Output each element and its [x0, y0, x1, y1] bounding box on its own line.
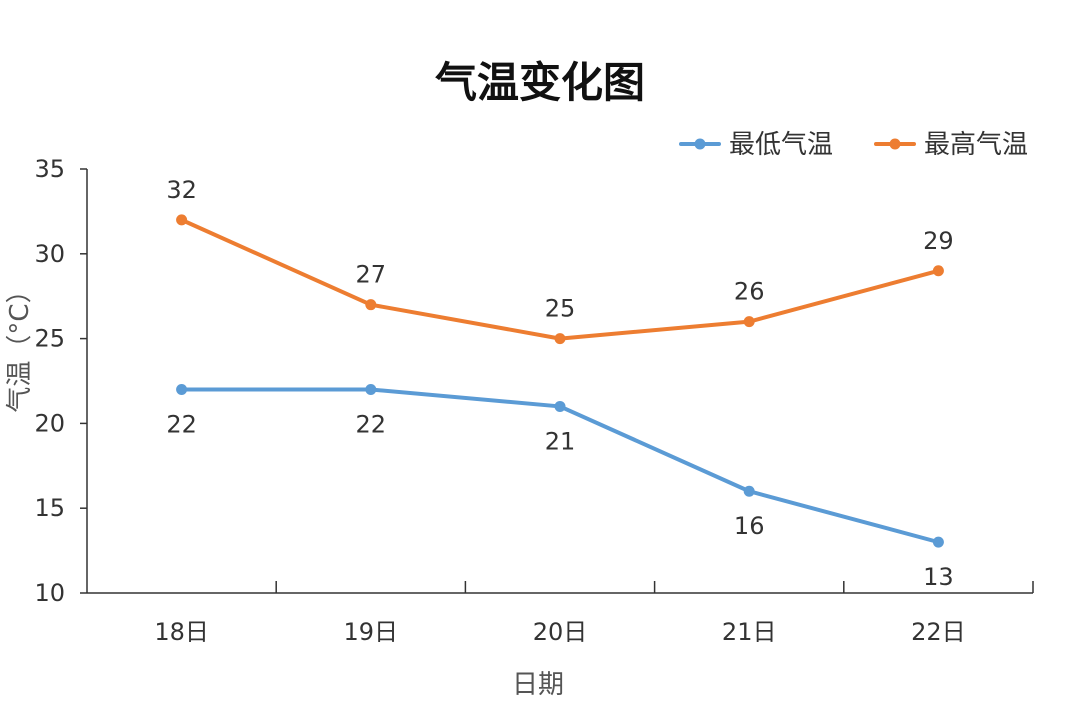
data-label: 13 [923, 563, 954, 591]
data-point [932, 265, 944, 277]
legend: 最低气温 最高气温 [679, 130, 1028, 160]
data-point [932, 536, 944, 548]
axes [86, 169, 1033, 594]
data-label: 29 [923, 227, 954, 255]
data-label: 32 [166, 176, 197, 204]
x-tick-label: 22日 [911, 618, 966, 646]
x-tick-label: 18日 [154, 618, 209, 646]
y-tick-label: 35 [34, 155, 65, 183]
data-point [176, 383, 188, 395]
data-label: 22 [166, 410, 197, 438]
x-tick-label: 21日 [722, 618, 777, 646]
legend-item: 最低气温 [679, 130, 833, 160]
data-label: 21 [545, 427, 576, 455]
data-point [743, 316, 755, 328]
x-axis-title: 日期 [512, 670, 564, 700]
data-point [554, 333, 566, 345]
y-tick-label: 10 [34, 579, 65, 607]
data-label: 16 [734, 512, 765, 540]
series-0: 22 22 21 16 13 [166, 383, 954, 591]
data-point [743, 485, 755, 497]
data-label: 27 [356, 261, 387, 289]
data-point [554, 400, 566, 412]
legend-marker [694, 138, 706, 150]
x-tick-label: 19日 [344, 618, 399, 646]
data-label: 22 [356, 410, 387, 438]
data-point [365, 299, 377, 311]
y-tick-label: 30 [34, 240, 65, 268]
legend-label: 最高气温 [924, 130, 1028, 160]
legend-item: 最高气温 [874, 130, 1028, 160]
x-ticks: 18日 19日 20日 21日 22日 [154, 581, 1034, 646]
series-line [179, 387, 941, 545]
data-point [365, 383, 377, 395]
x-tick-label: 20日 [533, 618, 588, 646]
y-tick-label: 25 [34, 325, 65, 353]
series-1: 32 27 25 26 29 [166, 176, 954, 345]
y-ticks: 10 15 20 25 30 35 [34, 155, 87, 607]
y-tick-label: 15 [34, 494, 65, 522]
data-point [176, 214, 188, 226]
legend-label: 最低气温 [729, 130, 833, 160]
y-axis-title: 气温（°C） [5, 277, 35, 412]
data-label: 25 [545, 295, 576, 323]
chart-title: 气温变化图 [435, 58, 645, 107]
series-layer: 22 22 21 16 13 32 27 25 26 29 [166, 176, 953, 591]
data-label: 26 [734, 278, 765, 306]
legend-marker [889, 138, 901, 150]
y-tick-label: 20 [34, 409, 65, 437]
